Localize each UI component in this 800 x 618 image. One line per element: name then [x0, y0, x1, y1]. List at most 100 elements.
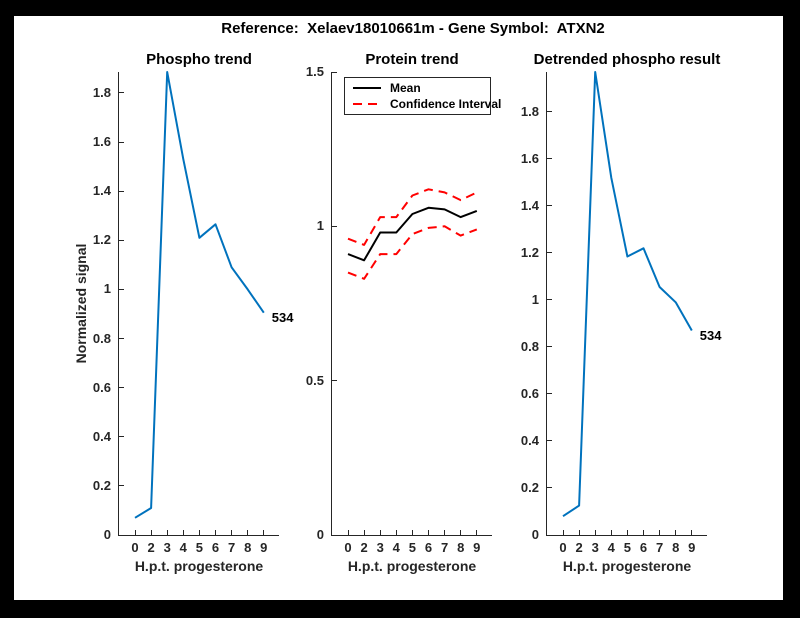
x-tick-mark [150, 530, 152, 535]
x-axis-label: H.p.t. progesterone [134, 558, 264, 574]
series-mean [347, 206, 478, 262]
x-tick-label: 4 [392, 540, 400, 555]
y-tick-label: 0 [103, 527, 111, 542]
y-tick-mark [332, 71, 337, 73]
x-tick-mark [134, 530, 136, 535]
y-tick-label: 0.6 [520, 385, 539, 401]
y-tick-mark [547, 534, 552, 536]
y-tick-mark [119, 387, 124, 389]
x-tick-label: 2 [147, 540, 155, 555]
y-tick-mark [547, 487, 552, 489]
y-tick-label: 0.5 [305, 372, 324, 388]
y-tick-mark [547, 252, 552, 254]
y-tick-label: 1.2 [92, 232, 111, 248]
y-tick-mark [119, 485, 124, 487]
y-tick-label: 0 [316, 527, 324, 542]
y-tick-label: 0 [531, 527, 539, 542]
y-tick-mark [119, 436, 124, 438]
x-tick-mark [675, 530, 677, 535]
y-tick-label: 1.8 [92, 84, 111, 100]
mean-line-swatch-icon [353, 87, 381, 89]
x-tick-mark [476, 530, 478, 535]
series-end-label: 534 [271, 309, 294, 325]
y-tick-mark [119, 338, 124, 339]
x-tick-label: 0 [559, 540, 567, 555]
y-tick-mark [547, 346, 552, 348]
confidence-interval-swatch-icon [353, 103, 381, 105]
y-tick-label: 1.2 [520, 244, 539, 260]
legend: Mean Confidence Interval [344, 77, 501, 115]
y-tick-mark [547, 440, 552, 442]
y-tick-mark [547, 111, 552, 113]
y-tick-label: 1 [531, 291, 539, 307]
y-tick-mark [547, 205, 552, 207]
legend-label: Mean [390, 81, 421, 95]
x-tick-mark [460, 530, 462, 535]
matlab-figure-canvas: Reference: Xelaev18010661m - Gene Symbol… [14, 16, 783, 600]
x-tick-label: 7 [227, 540, 236, 555]
x-tick-mark [395, 530, 397, 535]
y-tick-label: 0.2 [92, 477, 111, 493]
x-tick-label: 3 [591, 540, 599, 555]
x-tick-mark [626, 530, 628, 535]
y-tick-label: 0.4 [92, 428, 111, 444]
legend-entry-confidence-interval: Confidence Interval [353, 97, 501, 111]
y-tick-label: 0.8 [520, 338, 539, 354]
x-tick-mark [594, 530, 596, 535]
y-tick-label: 1.6 [520, 150, 539, 166]
x-tick-label: 2 [575, 540, 583, 555]
y-tick-label: 0.2 [520, 479, 539, 495]
x-tick-mark [444, 530, 446, 535]
y-tick-label: 0.8 [92, 330, 111, 346]
y-tick-label: 1.8 [520, 103, 539, 119]
series-detrended-phospho-signal [562, 71, 693, 518]
x-tick-mark [428, 530, 429, 535]
x-tick-label: 9 [473, 540, 481, 555]
x-tick-label: 0 [131, 540, 139, 555]
y-tick-mark [119, 141, 124, 143]
x-tick-mark [659, 530, 661, 535]
x-tick-mark [166, 530, 168, 535]
x-tick-label: 2 [360, 540, 368, 555]
x-tick-mark [691, 530, 693, 535]
x-tick-label: 3 [163, 540, 171, 555]
y-tick-mark [119, 190, 124, 192]
y-tick-mark [119, 92, 124, 94]
x-tick-label: 0 [344, 540, 352, 555]
x-tick-label: 6 [424, 540, 433, 555]
x-tick-label: 3 [376, 540, 384, 555]
x-tick-mark [198, 530, 200, 535]
x-tick-mark [247, 530, 249, 535]
protein-line-chart [347, 188, 478, 280]
subplot-title: Phospho trend [146, 51, 252, 68]
x-tick-label: 7 [440, 540, 449, 555]
y-tick-mark [332, 225, 337, 227]
subplot-detrended-phospho-result: Detrended phospho result 534 H.p.t. prog… [521, 51, 722, 574]
y-tick-label: 0.4 [520, 432, 539, 448]
y-tick-label: 1.5 [305, 64, 324, 79]
x-tick-mark [411, 530, 413, 535]
subplot-title: Protein trend [365, 51, 459, 68]
x-tick-label: 6 [639, 540, 648, 555]
x-tick-label: 6 [211, 540, 220, 555]
y-tick-mark [119, 288, 124, 290]
x-tick-label: 7 [655, 540, 664, 555]
x-tick-label: 5 [623, 540, 631, 555]
x-tick-label: 9 [688, 540, 696, 555]
x-tick-mark [578, 530, 580, 535]
y-tick-mark [119, 239, 124, 241]
y-tick-mark [547, 158, 552, 160]
series-confidence-upper [347, 188, 478, 246]
x-axis-label: H.p.t. progesterone [562, 558, 692, 574]
y-tick-label: 1.4 [520, 197, 539, 213]
x-tick-mark [215, 530, 216, 535]
x-tick-label: 8 [244, 540, 252, 555]
x-tick-mark [379, 530, 381, 535]
subplot-phospho-trend: Phospho trend Normalized signal 534 H.p.… [73, 51, 294, 574]
legend-entry-mean: Mean [353, 81, 421, 95]
x-axis-label: H.p.t. progesterone [347, 558, 477, 574]
x-tick-mark [263, 530, 265, 535]
x-tick-mark [231, 530, 233, 535]
y-tick-mark [332, 534, 337, 536]
x-tick-label: 5 [195, 540, 203, 555]
